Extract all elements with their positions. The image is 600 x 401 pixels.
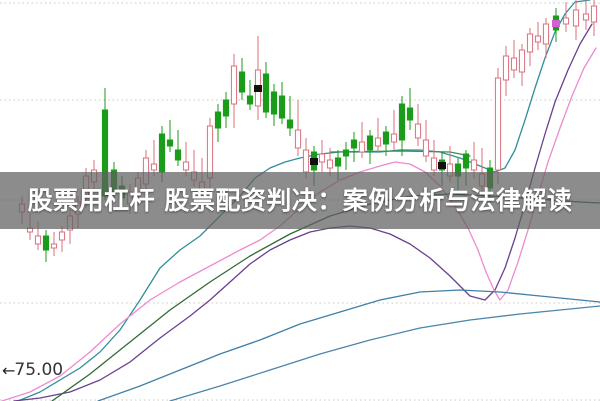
candle-up bbox=[158, 133, 166, 173]
candle-down bbox=[582, 13, 590, 21]
ma-line bbox=[97, 289, 600, 401]
candle-up bbox=[222, 99, 230, 117]
candle-up bbox=[342, 149, 350, 157]
candle-down bbox=[562, 17, 570, 25]
candle-up bbox=[398, 103, 406, 141]
candle-down bbox=[494, 77, 502, 171]
candle-down bbox=[302, 149, 310, 173]
candle-up bbox=[214, 111, 222, 129]
candle-down bbox=[430, 157, 438, 171]
signal-marker bbox=[438, 162, 446, 169]
ma-line bbox=[169, 305, 600, 401]
candle-down bbox=[518, 49, 526, 73]
candle-down bbox=[542, 23, 550, 45]
candle-up bbox=[246, 95, 254, 105]
candle-up bbox=[462, 153, 470, 169]
candle-down bbox=[422, 139, 430, 157]
candle-down bbox=[58, 231, 66, 241]
candle-down bbox=[374, 137, 382, 147]
candle-down bbox=[34, 235, 42, 245]
candle-down bbox=[502, 55, 510, 81]
candle-down bbox=[50, 243, 58, 249]
chart-markers bbox=[254, 20, 560, 169]
candle-up bbox=[406, 107, 414, 121]
candle-up bbox=[238, 71, 246, 93]
candle-down bbox=[326, 159, 334, 169]
candle-down bbox=[182, 161, 190, 171]
candle-up bbox=[262, 73, 270, 113]
candle-down bbox=[534, 35, 542, 43]
price-level-label: 75.00 bbox=[14, 360, 64, 380]
candle-up bbox=[270, 91, 278, 115]
candle-down bbox=[230, 65, 238, 105]
candle-down bbox=[390, 133, 398, 143]
candle-down bbox=[510, 57, 518, 71]
candle-up bbox=[286, 119, 294, 129]
candle-down bbox=[206, 125, 214, 179]
left-arrow-icon: ← bbox=[2, 360, 16, 380]
title-overlay-band: 股票用杠杆 股票配资判决：案例分析与法律解读 bbox=[0, 172, 600, 229]
candle-down bbox=[294, 129, 302, 149]
signal-marker bbox=[552, 20, 560, 27]
candle-up bbox=[334, 157, 342, 167]
candle-down bbox=[318, 153, 326, 163]
candle-down bbox=[414, 123, 422, 139]
candle-up bbox=[366, 135, 374, 151]
signal-marker bbox=[254, 85, 262, 92]
candle-down bbox=[358, 141, 366, 153]
candle-up bbox=[42, 235, 50, 251]
candle-down bbox=[470, 159, 478, 171]
candle-up bbox=[166, 139, 174, 147]
candle-up bbox=[278, 95, 286, 119]
signal-marker bbox=[310, 158, 318, 165]
candle-up bbox=[174, 149, 182, 161]
candle-up bbox=[382, 131, 390, 145]
page-title: 股票用杠杆 股票配资判决：案例分析与法律解读 bbox=[27, 186, 573, 215]
candle-down bbox=[150, 163, 158, 171]
candle-down bbox=[572, 9, 580, 27]
candle-down bbox=[590, 5, 598, 23]
candle-down bbox=[526, 33, 534, 53]
candle-up bbox=[350, 139, 358, 149]
price-level-marker: ← 75.00 bbox=[2, 362, 63, 379]
